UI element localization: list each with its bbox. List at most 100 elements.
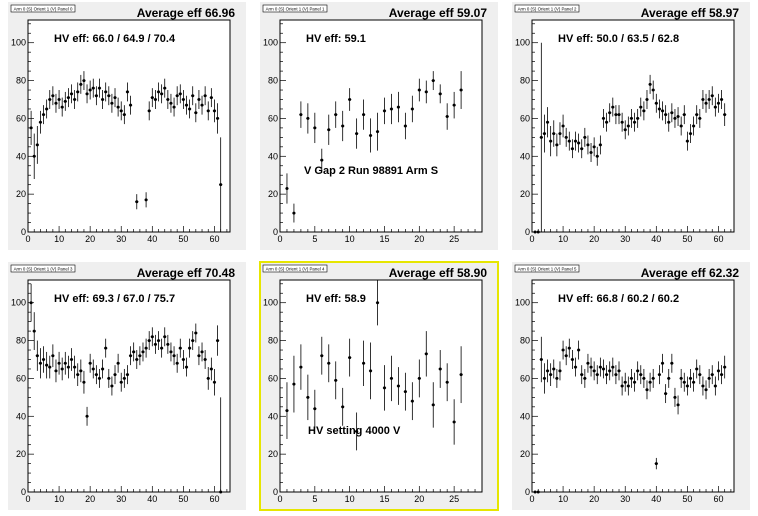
data-point bbox=[701, 376, 705, 396]
panel-label: Arm 0 (S) Orient 1 (V) Panel 2 bbox=[514, 4, 580, 13]
data-point bbox=[175, 353, 179, 373]
panel-1-pad[interactable]: Arm 0 (S) Orient 1 (V) Panel 1 Average ef… bbox=[260, 2, 498, 250]
data-point bbox=[664, 105, 668, 125]
data-point bbox=[169, 93, 173, 113]
y-tick-label: 60 bbox=[520, 373, 530, 383]
data-point bbox=[119, 372, 123, 392]
data-point bbox=[184, 95, 189, 115]
x-tick-label: 0 bbox=[25, 494, 30, 504]
x-tick-label: 0 bbox=[277, 494, 282, 504]
data-point bbox=[38, 110, 43, 134]
data-point bbox=[191, 86, 195, 106]
data-point bbox=[710, 86, 714, 106]
data-point bbox=[29, 283, 33, 322]
data-point bbox=[116, 353, 120, 373]
data-point bbox=[361, 99, 366, 130]
y-tick-label: 80 bbox=[16, 76, 26, 86]
data-point bbox=[533, 490, 537, 494]
data-point bbox=[396, 367, 401, 405]
data-point bbox=[452, 399, 456, 445]
data-point bbox=[589, 143, 593, 162]
data-point bbox=[654, 457, 658, 470]
data-point bbox=[97, 368, 102, 388]
data-point bbox=[642, 368, 646, 388]
panel-label: Arm 0 (S) Orient 1 (V) Panel 4 bbox=[262, 264, 328, 273]
x-tick-label: 10 bbox=[558, 234, 568, 244]
data-point bbox=[125, 365, 130, 385]
data-point bbox=[348, 338, 352, 377]
data-point bbox=[334, 101, 338, 128]
y-tick-label: 40 bbox=[520, 411, 530, 421]
panel-label: Arm 0 (S) Orient 1 (V) Panel 1 bbox=[262, 4, 328, 13]
data-point bbox=[184, 357, 189, 377]
data-point bbox=[166, 334, 170, 354]
data-point bbox=[128, 346, 133, 366]
panel-5-pad[interactable]: Arm 0 (S) Orient 1 (V) Panel 5 Average ef… bbox=[512, 262, 750, 510]
data-point bbox=[76, 363, 80, 386]
data-point bbox=[147, 331, 151, 351]
data-point bbox=[355, 118, 359, 149]
panel-0-pad[interactable]: Arm 0 (S) Orient 1 (V) Panel 0 Average ef… bbox=[8, 2, 246, 250]
data-point bbox=[104, 338, 108, 358]
data-point bbox=[716, 93, 721, 113]
x-tick-label: 30 bbox=[116, 234, 126, 244]
data-point bbox=[188, 338, 192, 358]
data-point bbox=[667, 112, 671, 132]
annotation-text: HV setting 4000 V bbox=[308, 425, 401, 437]
data-point bbox=[194, 103, 198, 123]
hv-eff-text: HV eff: 66.8 / 60.2 / 60.2 bbox=[558, 293, 679, 305]
data-point bbox=[355, 412, 359, 451]
data-point bbox=[636, 361, 640, 381]
data-point bbox=[113, 365, 117, 385]
data-point bbox=[611, 357, 615, 377]
data-point bbox=[704, 380, 708, 400]
data-point bbox=[306, 103, 310, 134]
data-point bbox=[651, 368, 655, 388]
panel-4-pad[interactable]: Arm 0 (S) Orient 1 (V) Panel 4 Average ef… bbox=[259, 261, 499, 511]
plot-frame bbox=[279, 279, 483, 493]
x-tick-label: 50 bbox=[178, 494, 188, 504]
y-tick-label: 40 bbox=[16, 151, 26, 161]
data-point bbox=[327, 344, 331, 383]
data-point bbox=[175, 86, 179, 106]
data-point bbox=[670, 103, 674, 123]
data-point bbox=[719, 365, 724, 385]
data-point bbox=[445, 363, 449, 402]
data-point bbox=[348, 88, 352, 111]
y-tick-label: 0 bbox=[525, 227, 530, 237]
data-point bbox=[583, 127, 587, 147]
data-point bbox=[716, 361, 721, 381]
data-point bbox=[368, 118, 373, 153]
panel-3-pad[interactable]: Arm 0 (S) Orient 1 (V) Panel 3 Average ef… bbox=[8, 262, 246, 510]
panel-label-text: Arm 0 (S) Orient 1 (V) Panel 2 bbox=[518, 7, 577, 12]
chart-title: Average eff 59.07 bbox=[389, 6, 488, 20]
panel-label-text: Arm 0 (S) Orient 1 (V) Panel 0 bbox=[14, 7, 73, 12]
data-point bbox=[197, 90, 201, 109]
data-point bbox=[41, 346, 46, 373]
data-point bbox=[723, 355, 727, 379]
data-point bbox=[589, 357, 593, 377]
x-tick-label: 20 bbox=[85, 494, 95, 504]
data-point bbox=[664, 384, 668, 404]
annotation-text: V Gap 2 Run 98891 Arm S bbox=[304, 165, 438, 177]
data-point bbox=[375, 280, 380, 326]
data-point bbox=[679, 116, 683, 136]
data-point bbox=[555, 133, 559, 157]
data-point bbox=[45, 351, 49, 379]
data-point bbox=[417, 359, 421, 398]
plot-frame bbox=[27, 279, 231, 493]
data-point bbox=[166, 90, 170, 109]
chart-title: Average eff 58.90 bbox=[389, 266, 488, 280]
data-point bbox=[389, 355, 394, 402]
x-tick-label: 10 bbox=[558, 494, 568, 504]
data-point bbox=[203, 350, 207, 369]
panel-2-pad[interactable]: Arm 0 (S) Orient 1 (V) Panel 2 Average ef… bbox=[512, 2, 750, 250]
data-point bbox=[601, 359, 606, 379]
y-tick-label: 40 bbox=[268, 411, 278, 421]
data-point bbox=[79, 74, 83, 94]
data-point bbox=[608, 361, 612, 381]
panel-label: Arm 0 (S) Orient 1 (V) Panel 0 bbox=[10, 4, 76, 13]
data-point bbox=[209, 88, 213, 108]
data-point bbox=[614, 105, 618, 125]
data-point bbox=[645, 90, 649, 109]
